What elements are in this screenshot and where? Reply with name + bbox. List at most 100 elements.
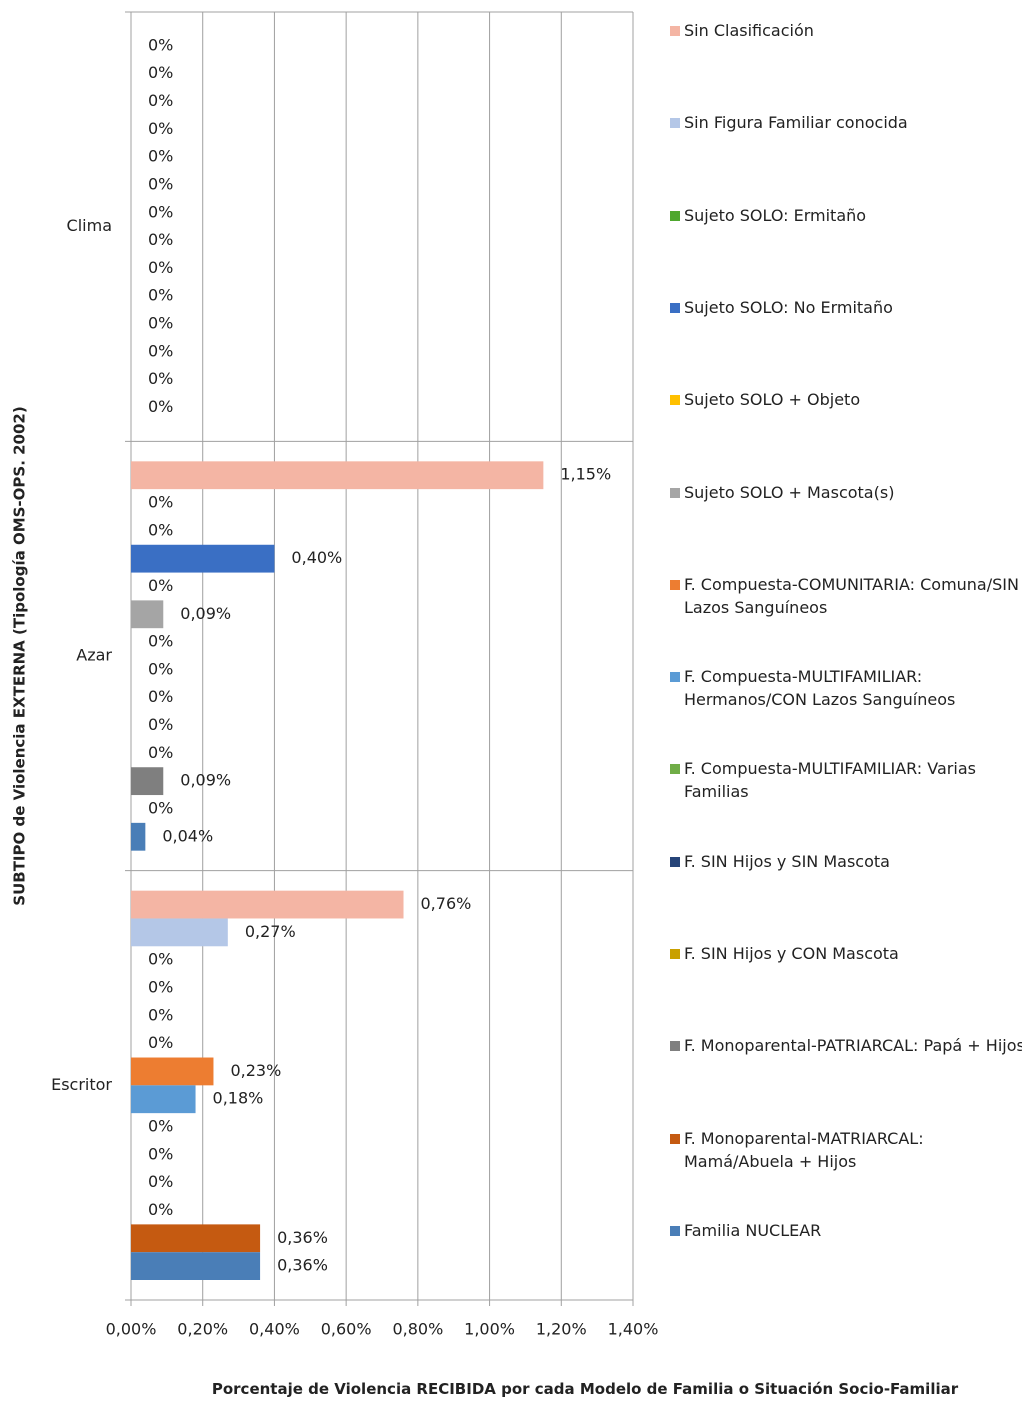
value-label: 0% [148,576,173,595]
value-label: 0,36% [277,1256,328,1275]
legend-item: F. Monoparental-MATRIARCAL: Mamá/Abuela … [670,1127,1022,1173]
legend-label: F. Compuesta-MULTIFAMILIAR: Varias Famil… [684,759,976,802]
bar [131,1224,261,1253]
value-label: 0% [148,687,173,706]
legend-swatch [670,764,680,775]
legend-item: F. Compuesta-COMUNITARIA: Comuna/SIN Laz… [670,573,1022,619]
value-label: 0% [148,659,173,678]
legend-swatch [670,579,680,590]
legend-label: F. SIN Hijos y CON Mascota [684,944,899,963]
legend-label: Sujeto SOLO: Ermitaño [684,205,867,225]
bar [131,1085,196,1114]
y-tick-label: Clima [67,216,112,235]
legend-swatch [670,210,680,221]
legend-item: F. Monoparental-PATRIARCAL: Papá + Hijos [670,1034,1022,1057]
value-label: 0% [148,520,173,539]
legend-swatch [670,1041,680,1052]
legend-item: Sujeto SOLO: Ermitaño [670,204,1022,227]
value-label: 0% [148,978,173,997]
legend-swatch [670,672,680,683]
value-label: 1,15% [560,465,611,484]
legend-item: F. SIN Hijos y SIN Mascota [670,850,1022,873]
value-label: 0% [148,286,173,305]
legend-label: Familia NUCLEAR [684,1220,822,1240]
value-label: 0,04% [162,826,213,845]
value-label: 0,40% [291,548,342,567]
value-label: 0% [148,147,173,166]
x-tick-label: 0,80% [392,1320,443,1339]
value-label: 0% [148,119,173,138]
value-label: 0,18% [213,1089,264,1108]
x-tick-label: 0,40% [249,1320,300,1339]
legend-item: Sujeto SOLO: No Ermitaño [670,296,1022,319]
value-label: 0% [148,1144,173,1163]
legend-swatch [670,949,680,959]
value-label: 0% [148,950,173,969]
value-label: 0,76% [421,894,472,913]
legend-item: F. Compuesta-MULTIFAMILIAR: Hermanos/CON… [670,665,1022,711]
legend-label: F. Monoparental-MATRIARCAL: Mamá/Abuela … [684,1128,924,1171]
legend-swatch [670,26,680,36]
value-label: 0,27% [245,922,296,941]
value-label: 0,09% [180,771,231,790]
legend-item: F. Compuesta-MULTIFAMILIAR: Varias Famil… [670,757,1022,803]
legend-label: Sujeto SOLO: No Ermitaño [684,297,893,317]
legend-label: Sujeto SOLO + Mascota(s) [684,482,895,502]
legend-swatch [670,1225,680,1236]
bar [131,461,544,490]
y-axis-title: SUBTIPO de Violencia EXTERNA (Tipología … [11,406,29,905]
legend-label: F. Compuesta-MULTIFAMILIAR: Hermanos/CON… [684,667,956,710]
legend-swatch [670,487,680,498]
value-label: 0% [148,632,173,651]
legend-item: Sin Clasificación [670,19,1022,42]
value-label: 0% [148,369,173,388]
value-label: 0% [148,258,173,277]
legend-label: Sin Figura Familiar conocida [684,113,908,133]
value-label: 0% [148,341,173,360]
legend-item: Sujeto SOLO + Mascota(s) [670,481,1022,504]
value-label: 0% [148,314,173,333]
bar [131,1057,214,1086]
legend-swatch [670,302,680,313]
value-label: 0% [148,743,173,762]
bar [131,767,164,796]
value-label: 0% [148,91,173,110]
value-label: 0% [148,1033,173,1052]
value-label: 0,09% [180,604,231,623]
legend-label: F. SIN Hijos y SIN Mascota [684,851,890,871]
legend-item: Familia NUCLEAR [670,1219,1022,1242]
y-tick-label: Azar [76,646,112,665]
value-label: 0% [148,493,173,512]
value-label: 0% [148,1200,173,1219]
bar [131,600,164,629]
x-tick-label: 0,00% [106,1320,157,1339]
x-tick-label: 0,20% [177,1320,228,1339]
x-tick-label: 1,40% [608,1320,659,1339]
legend-swatch [670,1133,680,1144]
value-label: 0% [148,1005,173,1024]
value-label: 0% [148,715,173,734]
legend-swatch [670,395,680,406]
x-tick-label: 1,00% [464,1320,515,1339]
value-label: 0% [148,1172,173,1191]
legend-label: F. Monoparental-PATRIARCAL: Papá + Hijos [684,1036,1022,1056]
value-label: 0,23% [230,1061,281,1080]
bar [131,822,146,851]
legend-item: Sujeto SOLO + Objeto [670,388,1022,411]
value-label: 0% [148,798,173,817]
x-tick-label: 1,20% [536,1320,587,1339]
value-label: 0% [148,1117,173,1136]
x-axis-title: Porcentaje de Violencia RECIBIDA por cad… [211,1380,959,1398]
legend-item: F. SIN Hijos y CON Mascota [670,942,1022,965]
value-label: 0,36% [277,1228,328,1247]
legend-label: Sin Clasificación [684,21,814,40]
bar [131,918,228,947]
bar [131,890,404,919]
bar [131,1252,261,1280]
legend-label: Sujeto SOLO + Objeto [684,390,861,410]
value-label: 0% [148,202,173,221]
legend-label: F. Compuesta-COMUNITARIA: Comuna/SIN Laz… [684,574,1019,617]
bar [131,544,275,573]
